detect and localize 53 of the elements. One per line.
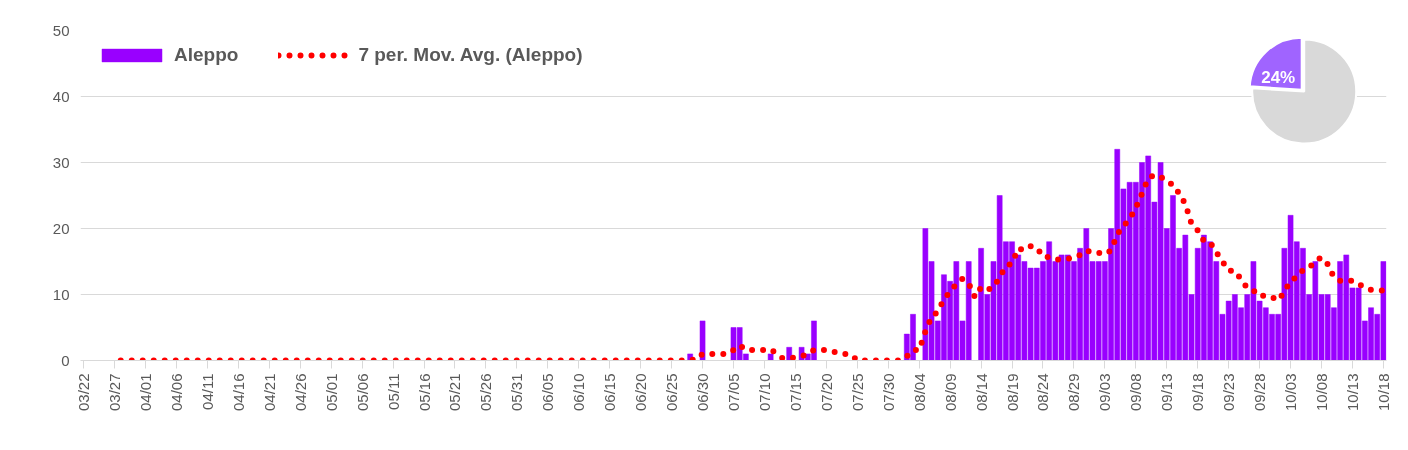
x-tick-label: 08/19 — [1003, 373, 1021, 412]
x-tick-label: 07/25 — [848, 373, 866, 412]
x-tick-label: 06/10 — [570, 373, 588, 412]
x-tick-label: 04/26 — [291, 373, 309, 412]
x-tick-label: 09/13 — [1158, 373, 1176, 412]
x-tick-label: 05/26 — [477, 373, 495, 412]
x-tick-label: 05/01 — [322, 373, 340, 412]
x-tick-label: 05/11 — [384, 373, 402, 410]
x-tick-label: 09/28 — [1251, 373, 1269, 412]
legend-label: 7 per. Mov. Avg. (Aleppo) — [358, 44, 583, 66]
x-tick-label: 07/15 — [786, 373, 804, 412]
x-tick-label: 06/25 — [663, 373, 681, 412]
x-tick-label: 10/08 — [1313, 373, 1331, 412]
x-tick-label: 05/31 — [508, 373, 526, 412]
x-tick-label: 08/09 — [941, 373, 959, 412]
x-tick-label: 05/16 — [415, 373, 433, 412]
x-tick-label: 03/27 — [106, 373, 124, 412]
y-tick-label: 20 — [52, 219, 70, 237]
x-tick-label: 07/10 — [755, 373, 773, 412]
data-label: 24% — [1261, 68, 1296, 88]
y-tick-label: 0 — [61, 351, 70, 369]
x-tick-label: 04/06 — [167, 373, 185, 412]
x-tick-label: 04/21 — [260, 373, 278, 412]
y-tick-label: 10 — [52, 285, 70, 303]
x-tick-label: 08/29 — [1065, 373, 1083, 412]
x-tick-label: 06/15 — [601, 373, 619, 412]
x-tick-label: 06/30 — [694, 373, 712, 412]
y-tick-label: 30 — [52, 153, 70, 171]
x-tick-label: 10/18 — [1374, 373, 1392, 412]
x-tick-label: 06/20 — [632, 373, 650, 412]
x-tick-label: 10/13 — [1343, 373, 1361, 412]
x-tick-label: 09/08 — [1127, 373, 1145, 412]
y-tick-label: 50 — [52, 21, 70, 39]
x-tick-label: 04/11 — [198, 373, 216, 410]
y-tick-label: 40 — [52, 87, 70, 105]
x-tick-label: 05/21 — [446, 373, 464, 412]
x-tick-label: 05/06 — [353, 373, 371, 412]
x-tick-label: 09/03 — [1096, 373, 1114, 412]
x-tick-label: 10/03 — [1282, 373, 1300, 412]
x-tick-label: 06/05 — [539, 373, 557, 412]
x-tick-label: 07/05 — [725, 373, 742, 412]
x-tick-label: 04/01 — [136, 373, 154, 412]
x-tick-label: 08/14 — [972, 373, 990, 412]
x-tick-label: 08/04 — [910, 373, 928, 412]
x-tick-label: 03/22 — [75, 373, 93, 412]
x-tick-label: 07/20 — [817, 373, 835, 412]
x-tick-label: 04/16 — [229, 373, 247, 412]
x-tick-label: 09/18 — [1189, 373, 1207, 412]
x-tick-label: 07/30 — [879, 373, 897, 412]
x-tick-label: 09/23 — [1220, 373, 1238, 412]
bar — [767, 353, 774, 361]
legend-label: Aleppo — [174, 44, 239, 66]
x-tick-label: 08/24 — [1034, 373, 1052, 412]
